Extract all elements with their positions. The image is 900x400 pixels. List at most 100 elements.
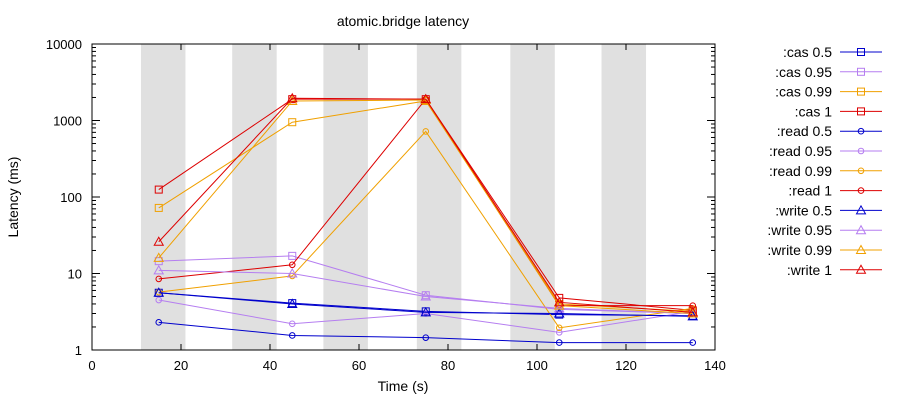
series-line <box>158 292 693 317</box>
x-tick-label: 20 <box>174 358 188 373</box>
series-line <box>158 292 693 317</box>
data-point <box>154 185 163 194</box>
data-point <box>288 261 296 269</box>
legend-item: :cas 0.99 <box>775 84 882 100</box>
data-point <box>153 264 165 275</box>
shaded-interval <box>323 44 368 350</box>
data-point <box>555 339 563 346</box>
x-tick-label: 80 <box>441 358 455 373</box>
legend-item: :write 0.99 <box>767 242 882 258</box>
legend-label: :write 0.95 <box>767 222 832 238</box>
legend-item: :write 1 <box>787 262 882 278</box>
series <box>153 92 699 317</box>
legend-label: :write 0.5 <box>775 202 832 218</box>
x-tick-label: 0 <box>88 358 95 373</box>
x-tick-label: 120 <box>615 358 637 373</box>
y-tick-label: 10 <box>68 267 82 282</box>
data-point <box>153 252 165 262</box>
series-line <box>158 97 693 313</box>
data-point <box>155 296 163 304</box>
legend-label: :read 0.5 <box>777 123 832 139</box>
legend-item: :write 0.5 <box>775 202 882 218</box>
legend-item: :read 0.99 <box>769 163 882 179</box>
shaded-interval <box>510 44 555 350</box>
legend: :cas 0.5 :cas 0.95 :cas 0.99 :cas 1 :read 0.… <box>767 44 882 278</box>
data-point <box>288 332 296 339</box>
legend-marker <box>855 224 867 235</box>
legend-label: :read 1 <box>788 183 832 199</box>
data-point <box>420 306 432 317</box>
data-point <box>689 339 697 346</box>
data-point <box>155 288 163 296</box>
legend-label: :read 0.95 <box>769 143 832 159</box>
data-point <box>687 306 699 317</box>
legend-item: :read 0.5 <box>777 123 882 139</box>
legend-marker <box>857 48 865 56</box>
data-point <box>553 307 565 318</box>
legend-label: :cas 0.99 <box>775 84 832 100</box>
data-point <box>155 275 163 283</box>
data-point <box>555 329 563 336</box>
data-point <box>422 334 430 341</box>
legend-item: :cas 1 <box>795 103 882 119</box>
legend-item: :write 0.95 <box>767 222 882 238</box>
series-line <box>158 255 693 314</box>
series <box>153 287 699 321</box>
data-point <box>153 236 165 246</box>
shaded-intervals <box>140 44 647 350</box>
y-tick-label: 100 <box>60 190 82 205</box>
data-point <box>286 267 298 278</box>
legend-marker <box>857 107 865 116</box>
legend-marker <box>857 127 865 135</box>
data-point <box>286 298 298 308</box>
x-tick-label: 40 <box>263 358 277 373</box>
chart-title: atomic.bridge latency <box>337 13 469 29</box>
series-layer <box>153 92 699 346</box>
legend-marker <box>857 167 865 175</box>
legend-label: :write 0.99 <box>767 242 832 258</box>
data-point <box>288 118 297 127</box>
legend-item: :read 0.95 <box>769 143 882 159</box>
data-point <box>154 203 163 212</box>
legend-label: :write 1 <box>787 262 832 278</box>
data-point <box>420 93 432 104</box>
data-point <box>687 307 699 318</box>
series-line <box>158 269 693 314</box>
series-line <box>158 130 693 329</box>
data-point <box>553 302 565 313</box>
x-tick-label: 140 <box>704 358 726 373</box>
y-tick-label: 10000 <box>46 37 82 52</box>
legend-marker <box>857 87 865 96</box>
data-point <box>422 128 430 135</box>
data-point <box>555 324 563 332</box>
shaded-interval <box>140 44 186 350</box>
legend-marker <box>855 264 867 274</box>
x-axis-label: Time (s) <box>378 378 429 394</box>
legend-label: :cas 0.5 <box>783 44 832 60</box>
legend-item: :read 1 <box>788 183 882 199</box>
legend-marker <box>855 244 867 254</box>
data-point <box>288 251 297 260</box>
shaded-interval <box>416 44 462 350</box>
series <box>155 319 697 346</box>
x-tick-label: 100 <box>526 358 548 373</box>
legend-marker <box>857 67 865 76</box>
data-point <box>553 300 565 310</box>
data-point <box>288 320 296 328</box>
legend-item: :cas 0.95 <box>775 64 882 80</box>
axis-ticks: 0 20 40 60 80 100 120 140 1 10 100 1000 10000 <box>46 37 726 373</box>
data-point <box>153 287 165 297</box>
shaded-interval <box>601 44 647 350</box>
legend-label: :read 0.99 <box>769 163 832 179</box>
y-tick-label: 1000 <box>53 114 82 129</box>
data-point <box>155 319 163 326</box>
shaded-interval <box>232 44 277 350</box>
legend-marker <box>857 147 865 155</box>
series-line <box>158 321 693 344</box>
y-tick-label: 1 <box>75 343 82 358</box>
legend-label: :cas 0.95 <box>775 64 832 80</box>
x-tick-label: 60 <box>352 358 366 373</box>
data-point <box>420 291 432 301</box>
legend-label: :cas 1 <box>795 103 833 119</box>
